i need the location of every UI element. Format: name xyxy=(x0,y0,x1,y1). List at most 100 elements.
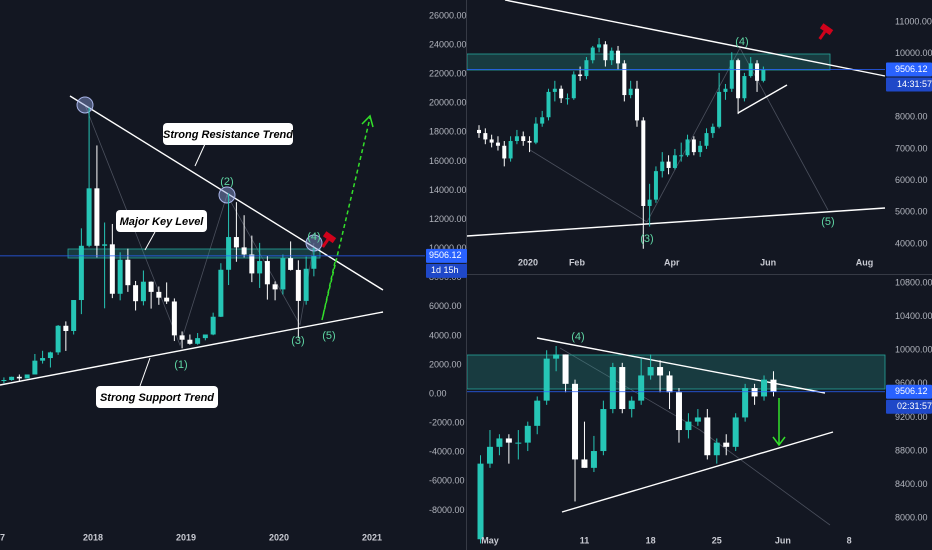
candle-body xyxy=(653,171,658,200)
x-tick-label: 2018 xyxy=(83,532,103,542)
candle-body xyxy=(489,139,494,143)
note-text: Strong Support Trend xyxy=(100,392,214,404)
candle-body xyxy=(303,268,309,301)
candle-body xyxy=(704,133,709,146)
countdown-label: 1d 15h xyxy=(431,265,459,275)
y-tick-label: 18000.00 xyxy=(429,127,467,137)
candle-body xyxy=(496,438,503,447)
candle-body xyxy=(559,88,564,99)
wave-path xyxy=(559,347,831,526)
candle-body xyxy=(660,161,665,172)
y-tick-label: 22000.00 xyxy=(429,69,467,79)
candle-body xyxy=(742,76,747,99)
candle-body xyxy=(590,451,597,468)
candles xyxy=(477,38,766,249)
y-tick-label: 11000.00 xyxy=(895,17,932,27)
candle-body xyxy=(78,245,84,301)
candle-body xyxy=(736,60,741,99)
support-line xyxy=(561,431,834,513)
candle-body xyxy=(9,376,15,381)
y-tick-label: 10800.00 xyxy=(895,277,932,287)
candle-body xyxy=(600,409,607,452)
candle-body xyxy=(694,417,701,422)
candle-body xyxy=(524,425,531,443)
candle-body xyxy=(202,334,208,339)
candle-body xyxy=(477,129,482,134)
candles xyxy=(1,107,317,384)
y-tick-label: 20000.00 xyxy=(429,98,467,108)
x-tick-label: 18 xyxy=(646,535,656,545)
price-tag xyxy=(886,62,932,77)
price-tag-label: 9506.12 xyxy=(895,64,928,74)
candle-body xyxy=(117,259,123,294)
candle-body xyxy=(140,281,146,302)
x-tick-label: 2020 xyxy=(518,257,538,267)
y-tick-label: -8000.00 xyxy=(429,505,465,515)
hammer-icon xyxy=(321,231,337,248)
candle-body xyxy=(148,281,154,292)
candle-body xyxy=(634,88,639,121)
candle-body xyxy=(16,376,22,379)
candle-body xyxy=(713,442,720,456)
candle-body xyxy=(514,136,519,142)
candle-body xyxy=(226,237,232,270)
x-tick-label: 2019 xyxy=(176,532,196,542)
y-tick-label: 8000.00 xyxy=(895,112,928,122)
price-tag xyxy=(426,248,467,263)
candle-body xyxy=(540,117,545,124)
candle-body xyxy=(672,155,677,168)
candle-body xyxy=(527,141,532,143)
candle-body xyxy=(723,442,730,447)
wave-label: (1) xyxy=(174,359,187,371)
candle-body xyxy=(257,261,263,274)
candle-body xyxy=(32,360,38,375)
pointer xyxy=(144,231,156,251)
candle-body xyxy=(581,459,588,468)
candle-body xyxy=(218,269,224,317)
candle-body xyxy=(619,367,626,410)
candle-body xyxy=(691,139,696,153)
candle-body xyxy=(505,438,512,443)
candle-body xyxy=(710,126,715,134)
y-tick-label: 10000.00 xyxy=(895,345,932,355)
candle-body xyxy=(755,63,760,81)
candle-body xyxy=(171,301,177,336)
note-box xyxy=(116,210,207,232)
hammer-icon xyxy=(818,23,834,40)
wave-label: (5) xyxy=(821,216,834,228)
candle-body xyxy=(657,367,664,376)
candle-body xyxy=(675,392,682,431)
key-zone xyxy=(466,354,886,390)
candle-body xyxy=(55,325,61,353)
candle-body xyxy=(578,74,583,77)
y-tick-label: 24000.00 xyxy=(429,39,467,49)
x-tick-label: 2020 xyxy=(269,532,289,542)
wedge-line xyxy=(737,84,788,114)
candle-body xyxy=(533,123,538,143)
candle-body xyxy=(732,417,739,447)
candle-body xyxy=(597,44,602,48)
candle-body xyxy=(47,352,53,359)
candle-body xyxy=(521,136,526,142)
candle-body xyxy=(562,354,569,384)
x-tick-label: Aug xyxy=(856,257,874,267)
candle-body xyxy=(761,379,768,397)
candle-body xyxy=(666,375,673,393)
candle-body xyxy=(264,261,270,285)
candle-body xyxy=(241,247,247,255)
arrow-head xyxy=(772,436,786,447)
x-tick-label: Apr xyxy=(664,257,680,267)
wave-label: (4) xyxy=(307,231,320,243)
x-tick-label: May xyxy=(481,535,499,545)
candle-body xyxy=(553,354,560,359)
candle-body xyxy=(94,188,100,246)
candle-body xyxy=(751,388,758,397)
candle-body xyxy=(164,297,170,302)
candle-body xyxy=(552,88,557,92)
candle-body xyxy=(685,139,690,156)
pointer xyxy=(194,143,206,167)
candle-body xyxy=(565,98,570,100)
candle-body xyxy=(628,400,635,410)
candle-body xyxy=(495,142,500,146)
